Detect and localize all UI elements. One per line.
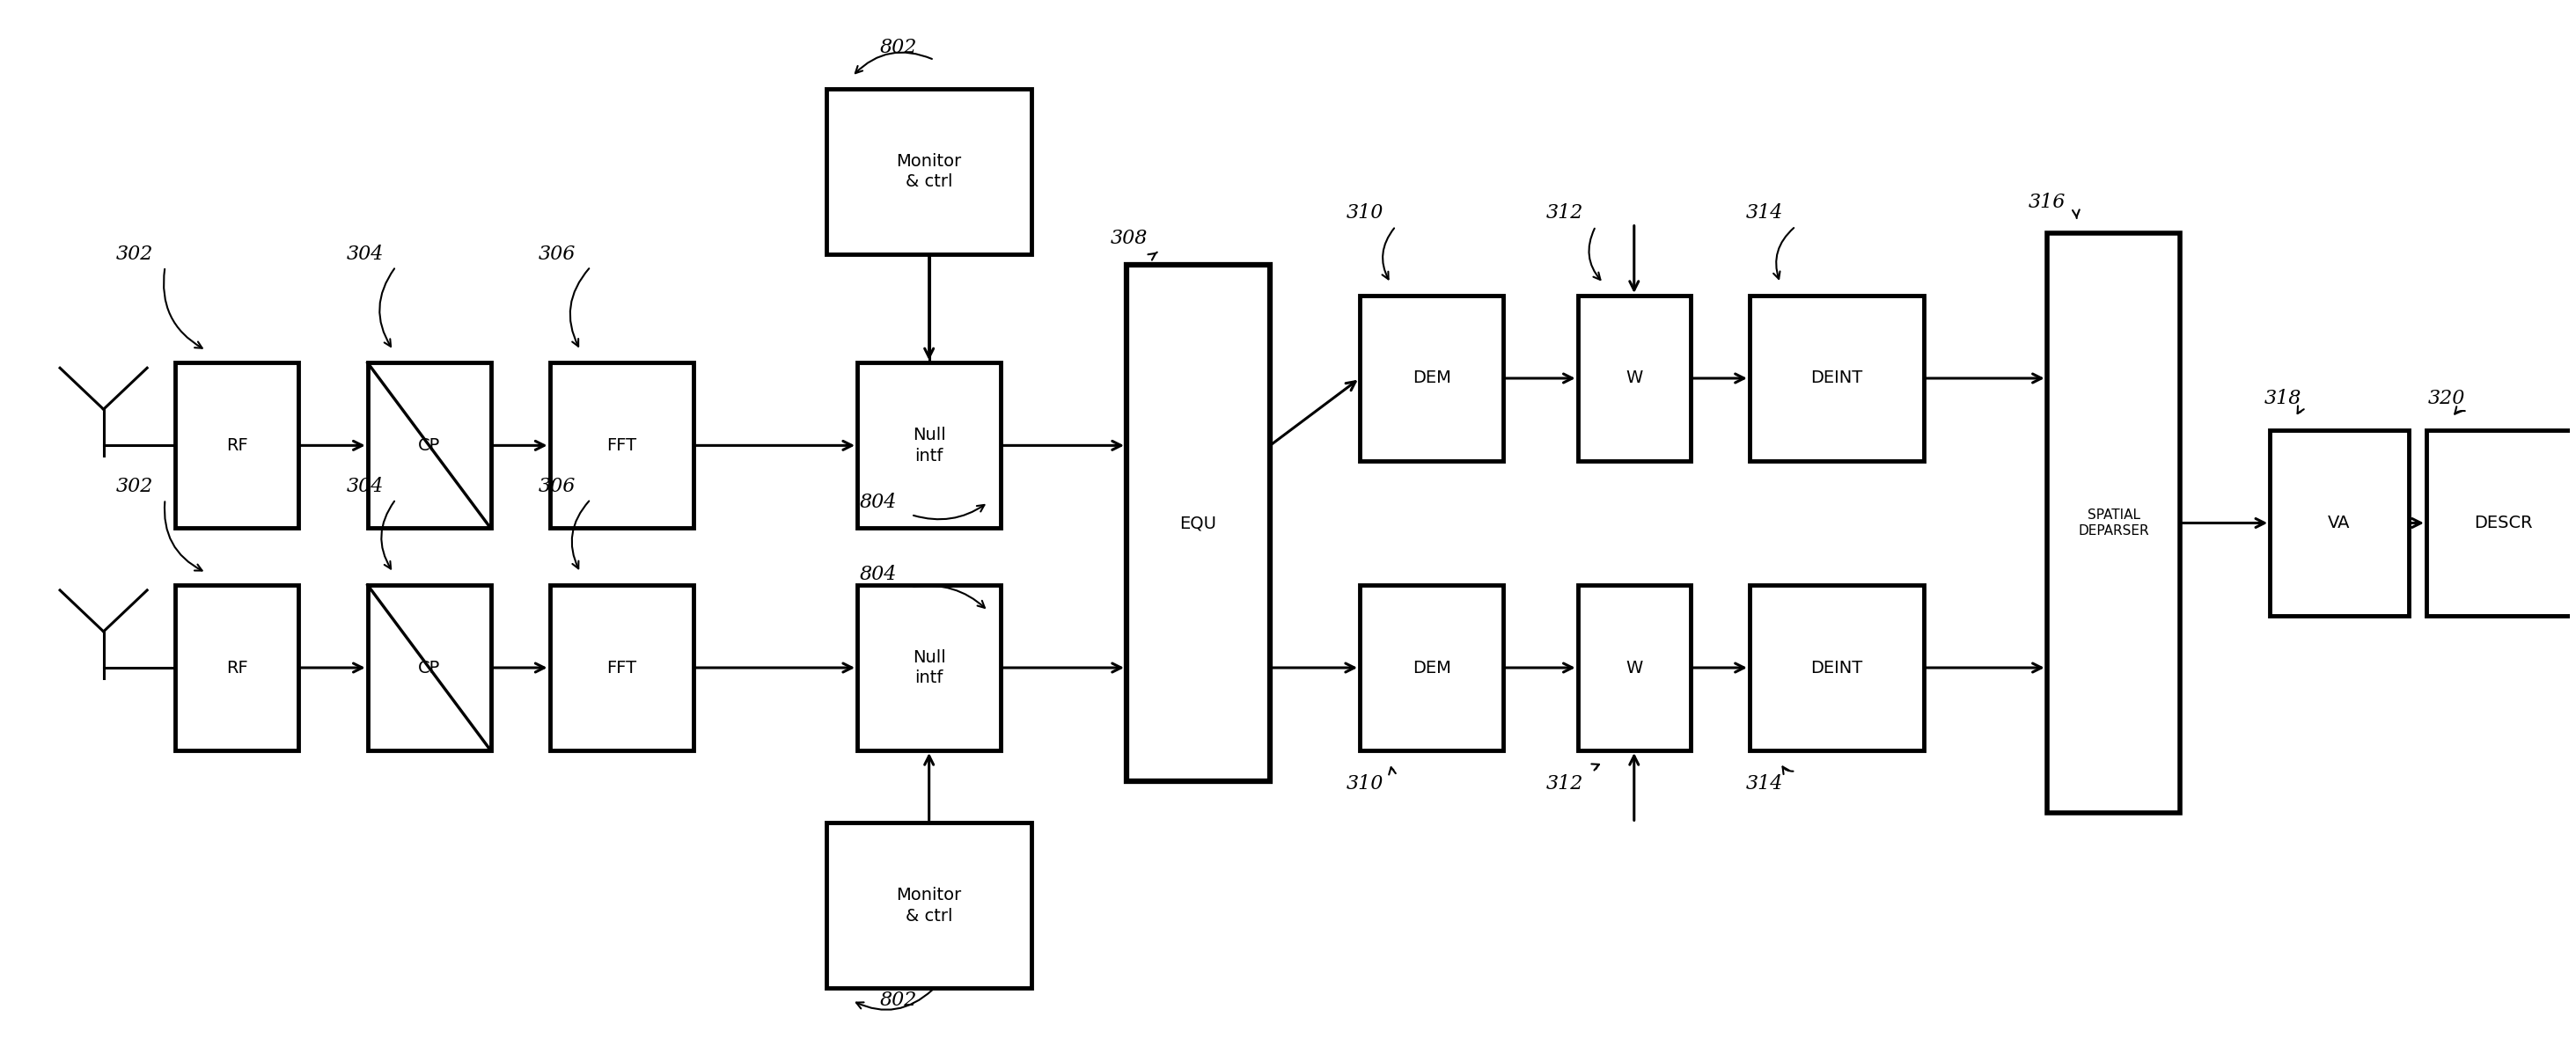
Text: CP: CP <box>417 437 440 454</box>
Bar <box>1577 296 1690 461</box>
Text: 302: 302 <box>116 477 152 497</box>
Text: DEM: DEM <box>1412 659 1450 676</box>
Bar <box>175 363 299 528</box>
Text: RF: RF <box>227 659 247 676</box>
Text: 302: 302 <box>116 245 152 264</box>
Text: 318: 318 <box>2264 389 2300 409</box>
Text: FFT: FFT <box>605 437 636 454</box>
Text: CP: CP <box>417 659 440 676</box>
Bar <box>368 585 489 750</box>
Bar <box>1360 296 1504 461</box>
Text: 306: 306 <box>538 477 577 497</box>
Bar <box>1749 585 1924 750</box>
Text: SPATIAL
DEPARSER: SPATIAL DEPARSER <box>2079 508 2148 538</box>
Text: W: W <box>1625 370 1643 387</box>
Text: Null
intf: Null intf <box>912 649 945 686</box>
Bar <box>858 363 1002 528</box>
Text: 804: 804 <box>860 565 896 585</box>
Text: Monitor
& ctrl: Monitor & ctrl <box>896 887 961 925</box>
Text: DEM: DEM <box>1412 370 1450 387</box>
Bar <box>858 585 1002 750</box>
Text: DEINT: DEINT <box>1811 659 1862 676</box>
Text: FFT: FFT <box>605 659 636 676</box>
Bar <box>368 363 489 528</box>
Text: 310: 310 <box>1347 203 1383 223</box>
Text: 310: 310 <box>1347 774 1383 793</box>
Text: DESCR: DESCR <box>2473 515 2532 531</box>
Text: 320: 320 <box>2429 389 2465 409</box>
Text: EQU: EQU <box>1180 515 1216 531</box>
Bar <box>1749 296 1924 461</box>
Text: W: W <box>1625 659 1643 676</box>
Bar <box>549 585 693 750</box>
Text: 802: 802 <box>878 38 917 58</box>
Text: 304: 304 <box>345 245 384 264</box>
Text: DEINT: DEINT <box>1811 370 1862 387</box>
Text: 312: 312 <box>1546 774 1584 793</box>
Text: 314: 314 <box>1747 774 1783 793</box>
Bar <box>2048 233 2179 813</box>
Text: 804: 804 <box>860 493 896 511</box>
Bar <box>549 363 693 528</box>
Bar <box>1577 585 1690 750</box>
Bar <box>2269 430 2409 616</box>
Text: 312: 312 <box>1546 203 1584 223</box>
Text: 316: 316 <box>2027 192 2066 212</box>
Text: 308: 308 <box>1110 229 1149 248</box>
Text: 802: 802 <box>878 991 917 1010</box>
Text: 314: 314 <box>1747 203 1783 223</box>
Text: RF: RF <box>227 437 247 454</box>
Text: Null
intf: Null intf <box>912 427 945 464</box>
Bar <box>175 585 299 750</box>
Text: 306: 306 <box>538 245 577 264</box>
Text: 304: 304 <box>345 477 384 497</box>
Text: Monitor
& ctrl: Monitor & ctrl <box>896 153 961 190</box>
Bar <box>1360 585 1504 750</box>
Bar <box>2427 430 2576 616</box>
Bar <box>1126 265 1270 781</box>
Bar <box>827 89 1030 254</box>
Bar <box>827 823 1030 988</box>
Text: VA: VA <box>2329 515 2349 531</box>
